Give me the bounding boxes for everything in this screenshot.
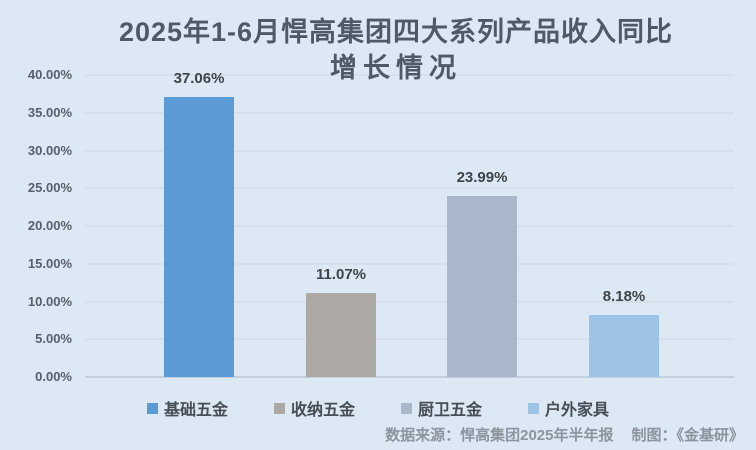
legend-item-3: 厨卫五金 bbox=[401, 396, 482, 420]
bar-3 bbox=[447, 195, 517, 377]
bar-value-label: 37.06% bbox=[173, 70, 225, 88]
y-axis-tick-label: 30.00% bbox=[27, 142, 72, 158]
chart-title-line-1: 2025年1-6月悍高集团四大系列产品收入同比 bbox=[118, 17, 674, 47]
gridline bbox=[85, 74, 734, 76]
gridline bbox=[85, 149, 734, 152]
y-axis-tick-label: 15.00% bbox=[27, 255, 72, 271]
legend-label: 户外家具 bbox=[545, 402, 610, 419]
y-axis-tick-label: 5.00% bbox=[35, 331, 72, 347]
credit-text: 制图：《金基研》 bbox=[631, 427, 744, 444]
chart-footer: 数据来源：悍高集团2025年半年报 制图：《金基研》 bbox=[385, 424, 744, 445]
y-axis-tick-label: 35.00% bbox=[27, 104, 72, 120]
bar-4 bbox=[589, 315, 659, 377]
bar-value-label: 23.99% bbox=[456, 168, 508, 186]
bar-value-label: 8.18% bbox=[602, 288, 646, 306]
legend-swatch-icon bbox=[273, 402, 285, 414]
chart-title-line-2: 增长情况 bbox=[330, 53, 462, 83]
y-axis-tick-label: 40.00% bbox=[27, 67, 72, 82]
bar-1 bbox=[164, 97, 234, 377]
y-axis-tick-label: 0.00% bbox=[35, 369, 72, 384]
y-axis-tick-label: 25.00% bbox=[27, 180, 72, 196]
source-text: 数据来源：悍高集团2025年半年报 bbox=[385, 427, 614, 444]
gridline bbox=[85, 300, 734, 303]
x-axis-line bbox=[85, 376, 734, 378]
legend-swatch-icon bbox=[146, 402, 158, 414]
bar-value-label: 11.07% bbox=[315, 266, 367, 284]
legend-item-2: 收纳五金 bbox=[273, 396, 355, 420]
gridline bbox=[85, 338, 734, 341]
legend: 基础五金 收纳五金 厨卫五金 户外家具 bbox=[0, 396, 756, 420]
legend-label: 基础五金 bbox=[163, 402, 228, 419]
legend-item-1: 基础五金 bbox=[146, 396, 228, 420]
legend-swatch-icon bbox=[401, 402, 412, 414]
bar-2 bbox=[306, 293, 376, 377]
chart-title: 2025年1-6月悍高集团四大系列产品收入同比 增长情况 bbox=[18, 14, 756, 86]
gridline bbox=[85, 111, 734, 114]
legend-swatch-icon bbox=[528, 402, 540, 414]
legend-item-4: 户外家具 bbox=[528, 396, 609, 420]
gridline bbox=[85, 187, 734, 190]
y-axis-tick-label: 20.00% bbox=[27, 218, 72, 233]
legend-label: 厨卫五金 bbox=[418, 402, 483, 419]
y-axis-tick-label: 10.00% bbox=[27, 293, 72, 309]
legend-label: 收纳五金 bbox=[290, 402, 355, 419]
gridline bbox=[85, 225, 734, 227]
gridline bbox=[85, 262, 734, 265]
